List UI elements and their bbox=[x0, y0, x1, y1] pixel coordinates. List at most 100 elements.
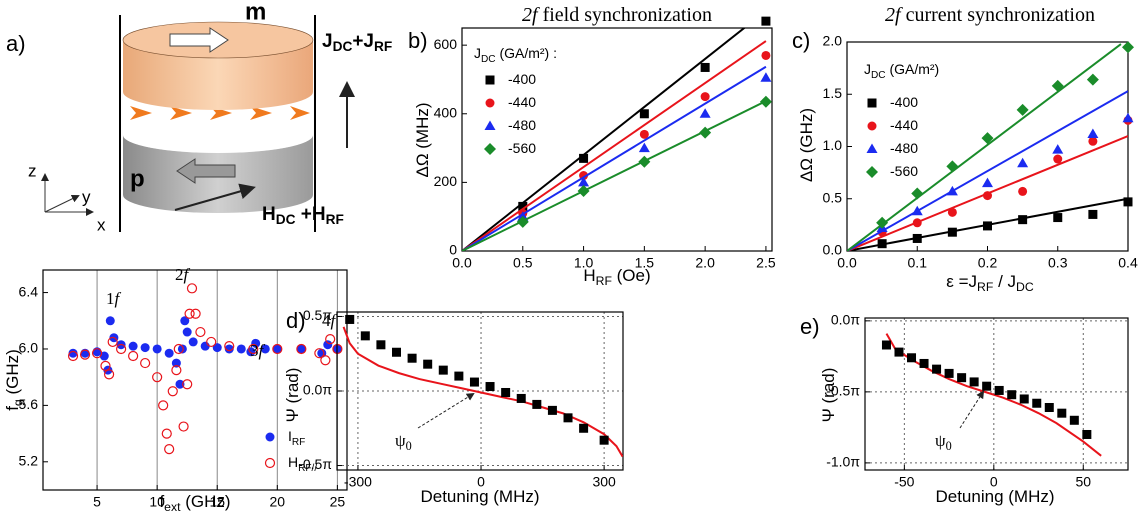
point bbox=[184, 308, 195, 319]
x-tick-label: 0.2 bbox=[978, 255, 998, 271]
point bbox=[944, 368, 954, 378]
point bbox=[251, 338, 261, 348]
point bbox=[639, 109, 649, 119]
point bbox=[982, 177, 993, 188]
axis-name: x bbox=[97, 215, 106, 234]
x-tick-label: 0.3 bbox=[1048, 255, 1068, 271]
x-tick-label: 0.4 bbox=[1118, 255, 1138, 271]
x-tick-label: 0.0 bbox=[452, 255, 472, 271]
legend-label: -440 bbox=[890, 117, 918, 133]
x-axis-label: fext (GHz) bbox=[159, 492, 230, 513]
point bbox=[1053, 154, 1063, 164]
chart-title: 2f current synchronization bbox=[885, 4, 1095, 26]
point bbox=[1082, 429, 1092, 439]
point bbox=[982, 381, 992, 391]
x-tick-label: 50 bbox=[1075, 474, 1091, 490]
y-tick-label: 6.0 bbox=[19, 340, 39, 356]
x-tick-label: -50 bbox=[894, 474, 914, 490]
point bbox=[1122, 41, 1134, 54]
x-tick-label: 10 bbox=[149, 494, 165, 510]
point bbox=[759, 95, 772, 108]
point bbox=[67, 350, 79, 362]
point bbox=[79, 349, 91, 360]
point bbox=[947, 227, 957, 237]
y-tick-label: 0 bbox=[449, 242, 457, 258]
point bbox=[161, 428, 172, 439]
annotation-part: ψ bbox=[935, 431, 946, 450]
point bbox=[454, 371, 464, 381]
x-axis-label-part: RF bbox=[596, 274, 612, 288]
x-tick-label: -300 bbox=[344, 474, 372, 490]
point bbox=[881, 340, 891, 350]
point bbox=[140, 343, 150, 353]
point bbox=[103, 369, 115, 380]
annotation-arrow bbox=[417, 392, 475, 429]
point bbox=[152, 344, 162, 354]
point bbox=[182, 379, 193, 390]
point bbox=[1052, 144, 1064, 154]
annotation-arrow bbox=[959, 390, 985, 429]
point bbox=[423, 359, 433, 369]
y-axis-label: ΔΩ (GHz) bbox=[797, 108, 816, 182]
legend-label: -560 bbox=[508, 140, 536, 156]
point bbox=[484, 143, 496, 155]
point bbox=[178, 421, 189, 432]
point bbox=[919, 358, 929, 368]
x-axis-label-part: (Oe) bbox=[612, 266, 651, 285]
point bbox=[190, 308, 201, 319]
y-axis-label: fg (GHz) bbox=[3, 349, 25, 411]
panel-label: a) bbox=[6, 31, 26, 56]
y-axis-label: Ψ (rad) bbox=[819, 368, 838, 423]
point bbox=[128, 341, 138, 351]
point bbox=[1051, 79, 1064, 92]
point bbox=[158, 400, 169, 411]
chart-title-part: current synchronization bbox=[901, 4, 1095, 26]
x-axis-label-part: H bbox=[583, 266, 595, 285]
point bbox=[100, 360, 111, 371]
point bbox=[912, 233, 922, 243]
x-tick-label: 0.0 bbox=[837, 255, 857, 271]
point bbox=[323, 340, 333, 350]
plot-frame bbox=[461, 27, 773, 252]
x-axis-label-part: Detuning (MHz) bbox=[935, 487, 1054, 506]
fit-line bbox=[462, 40, 767, 251]
x-axis-label: ε =JRF / JDC bbox=[946, 272, 1034, 294]
plot-frame bbox=[864, 317, 1129, 471]
x-axis-label-part: f bbox=[159, 492, 164, 511]
legend-label-part: RF// bbox=[298, 463, 317, 474]
panel-label: b) bbox=[408, 28, 428, 53]
x-tick-label: 15 bbox=[209, 494, 225, 510]
legend-title-part: (GA/m²) bbox=[886, 61, 940, 77]
legend-label: -400 bbox=[890, 94, 918, 110]
point bbox=[484, 120, 496, 130]
point bbox=[1053, 213, 1063, 223]
point bbox=[579, 423, 589, 433]
point bbox=[1007, 390, 1017, 400]
point bbox=[140, 357, 151, 369]
legend-label-part: -400 bbox=[890, 94, 918, 110]
point bbox=[876, 216, 889, 229]
y-tick-label: -1.0π bbox=[826, 454, 860, 470]
point bbox=[68, 348, 78, 358]
legend-label-part: -440 bbox=[508, 94, 536, 110]
point bbox=[579, 153, 589, 163]
point bbox=[867, 98, 877, 108]
x-tick-label: 5 bbox=[93, 494, 101, 510]
legend-label-part: I bbox=[288, 428, 292, 444]
fit-line bbox=[342, 326, 623, 458]
point bbox=[320, 355, 331, 366]
plot-frame bbox=[336, 311, 624, 471]
point bbox=[639, 129, 649, 139]
point bbox=[947, 207, 957, 217]
y-tick-label: 600 bbox=[434, 36, 458, 52]
legend-title: JDC (GA/m²) bbox=[864, 61, 939, 81]
y-tick-label: 1.5 bbox=[823, 85, 843, 101]
point bbox=[391, 347, 401, 357]
x-axis-label-part: Detuning (MHz) bbox=[420, 487, 539, 506]
point bbox=[699, 126, 712, 139]
point bbox=[599, 435, 609, 445]
x-tick-label: 1.0 bbox=[574, 255, 594, 271]
x-axis-label-part: / J bbox=[993, 272, 1016, 291]
point bbox=[105, 316, 115, 326]
annotation-part: 4 bbox=[322, 311, 331, 330]
